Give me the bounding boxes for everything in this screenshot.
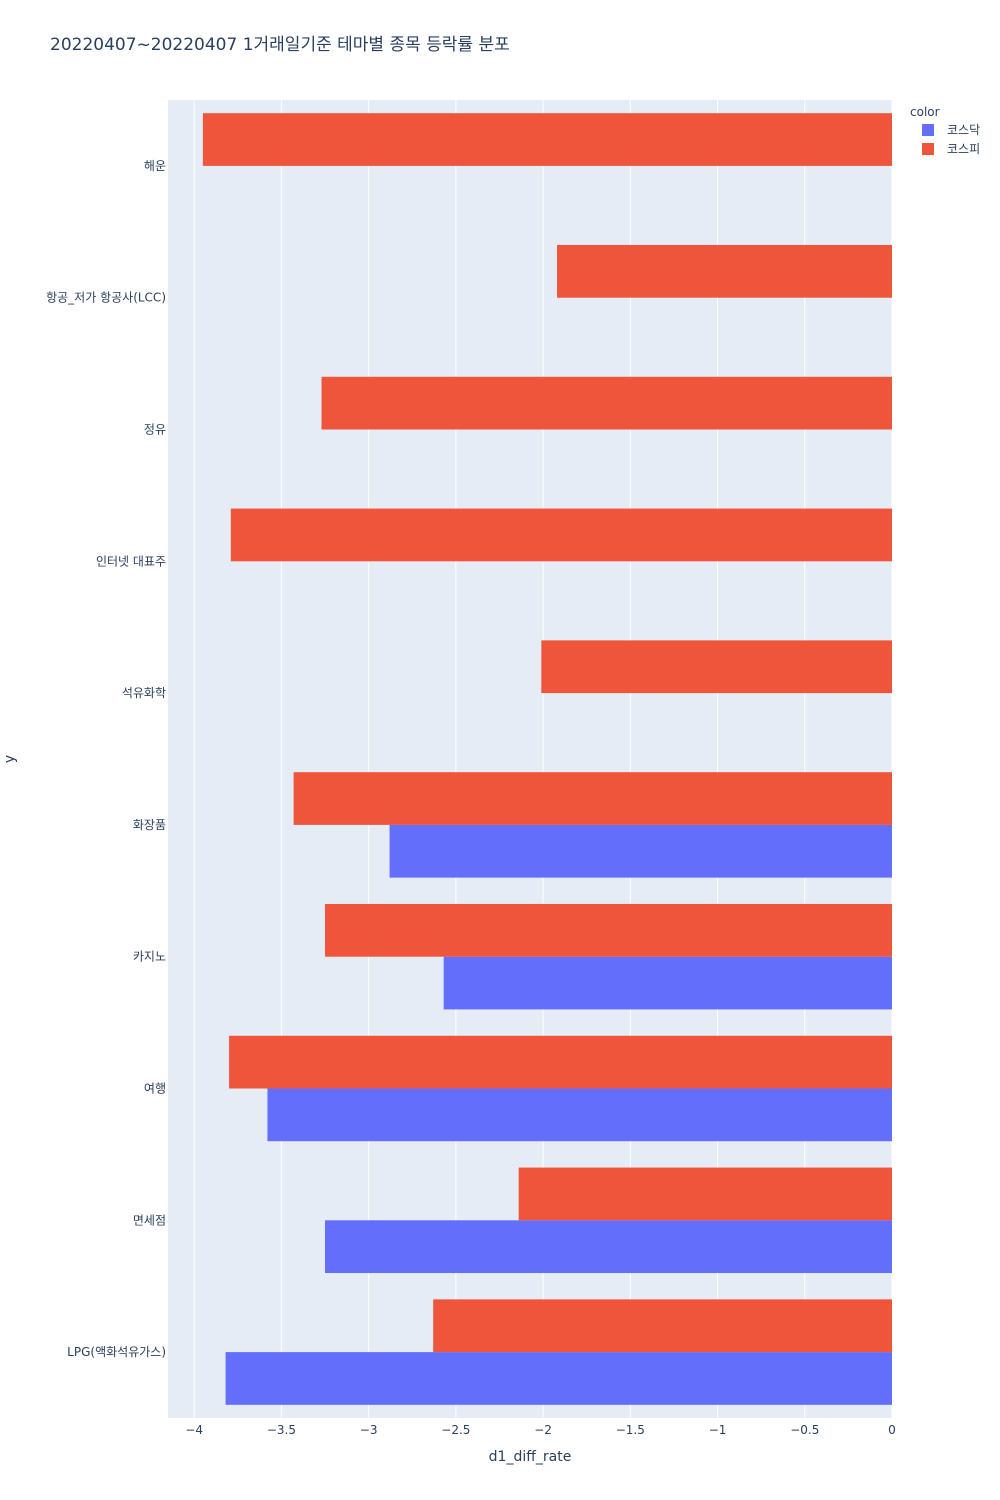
x-axis-ticks: −4 −3.5 −3 −2.5 −2 −1.5 −1 −0.5 0 — [185, 1423, 896, 1437]
x-tick-label: −2.5 — [441, 1423, 470, 1437]
x-tick-label: −0.5 — [790, 1423, 819, 1437]
y-tick-label: 항공_저가 항공사(LCC) — [46, 291, 166, 305]
x-tick-label: −3 — [360, 1423, 378, 1437]
x-tick-label: −1.5 — [616, 1423, 645, 1437]
bar-kosdaq — [443, 956, 892, 1010]
x-axis-title: d1_diff_rate — [489, 1449, 572, 1465]
bar-kosdaq — [325, 1220, 892, 1274]
y-tick-label: 해운 — [144, 159, 166, 173]
bar-kospi — [321, 376, 892, 430]
legend-label: 코스닥 — [947, 123, 980, 137]
bar-kospi — [202, 113, 892, 166]
bar-kospi — [541, 640, 892, 694]
y-tick-label: 카지노 — [133, 950, 166, 964]
x-tick-label: −4 — [185, 1423, 203, 1437]
legend-swatch — [922, 124, 934, 136]
bar-kospi — [518, 1167, 892, 1221]
x-tick-label: −1 — [709, 1423, 727, 1437]
bar-kosdaq — [225, 1352, 892, 1405]
legend-label: 코스피 — [947, 142, 980, 156]
bar-kospi — [325, 903, 892, 957]
y-tick-label: 인터넷 대표주 — [96, 554, 166, 568]
legend-title: color — [910, 105, 940, 119]
y-tick-label: LPG(액화석유가스) — [67, 1345, 166, 1359]
y-tick-label: 화장품 — [133, 818, 166, 832]
bar-kospi — [230, 508, 893, 562]
y-tick-label: 면세점 — [133, 1213, 166, 1227]
bar-kosdaq — [267, 1088, 892, 1142]
bar-kospi — [433, 1299, 892, 1353]
bars — [202, 113, 893, 1405]
bar-kospi — [293, 772, 893, 825]
chart-title: 20220407~20220407 1거래일기준 테마별 종목 등락률 분포 — [50, 35, 510, 55]
y-axis-title: y — [2, 755, 18, 763]
y-tick-label: 정유 — [144, 423, 166, 437]
x-tick-label: −2 — [534, 1423, 552, 1437]
x-tick-label: −3.5 — [267, 1423, 296, 1437]
bar-kosdaq — [389, 824, 892, 878]
y-tick-label: 석유화학 — [122, 686, 166, 700]
bar-kospi — [229, 1035, 892, 1089]
y-tick-label: 여행 — [144, 1081, 166, 1096]
x-tick-label: 0 — [888, 1423, 896, 1437]
bar-kospi — [557, 244, 892, 298]
legend-swatch — [922, 143, 934, 155]
